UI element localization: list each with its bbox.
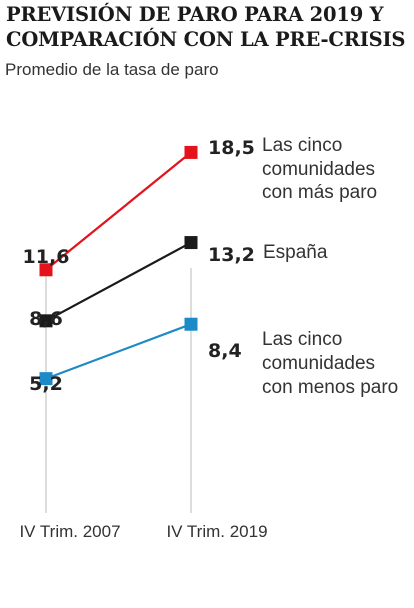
data-label: 11,6	[23, 246, 70, 268]
series-name-label: Las cinco	[262, 135, 342, 156]
series-line	[45, 241, 192, 322]
series-name-label: comunidades	[262, 159, 375, 180]
x-tick-label: IV Trim. 2019	[166, 522, 267, 541]
data-point	[184, 145, 198, 159]
data-label: 5,2	[29, 373, 63, 395]
data-label: 8,4	[208, 340, 242, 362]
series-line	[45, 151, 192, 271]
series-name-label: con más paro	[262, 182, 377, 203]
series-name-label: comunidades	[262, 353, 375, 374]
data-point	[39, 372, 53, 386]
data-point	[184, 236, 198, 250]
series-line	[45, 323, 192, 380]
series-name-label: Las cinco	[262, 329, 342, 350]
series-name-label: con menos paro	[262, 377, 398, 398]
chart-title: PREVISIÓN DE PARO PARA 2019 Y COMPARACIÓ…	[6, 3, 406, 51]
data-point	[39, 263, 53, 277]
data-label: 8,6	[29, 308, 63, 330]
series-name-label: España	[263, 242, 328, 263]
data-point	[39, 314, 53, 328]
data-label: 13,2	[208, 244, 255, 266]
data-point	[184, 317, 198, 331]
x-tick-label: IV Trim. 2007	[19, 522, 120, 541]
data-label: 18,5	[208, 137, 255, 159]
chart-subtitle: Promedio de la tasa de paro	[5, 60, 219, 79]
